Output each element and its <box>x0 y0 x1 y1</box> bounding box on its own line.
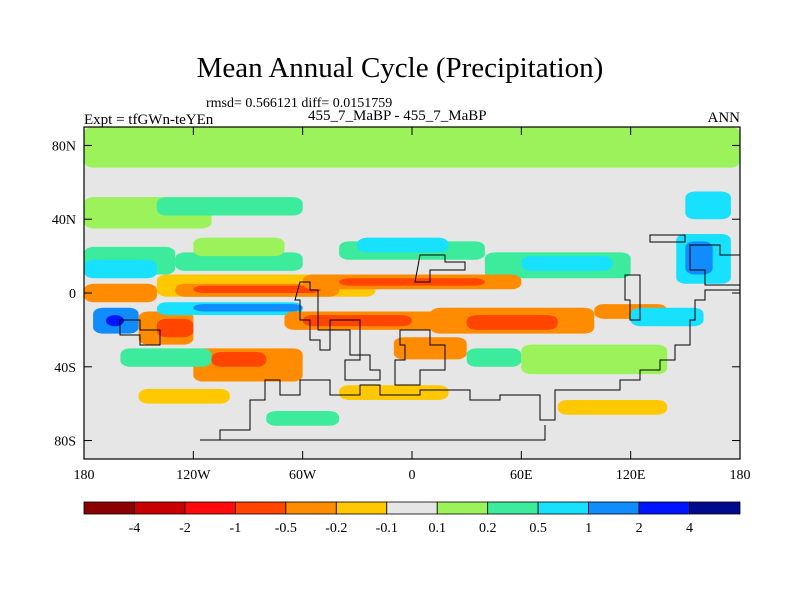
colorbar-swatch <box>689 501 741 515</box>
field-region-34 <box>120 348 212 367</box>
field-region-27 <box>302 315 412 327</box>
y-axis: 80N 40N 0 40S 80S <box>52 139 740 450</box>
field-region-19 <box>84 283 157 303</box>
field-region-18 <box>339 278 485 286</box>
colorbar-label: -1 <box>230 521 242 536</box>
y-tick-label: 40S <box>54 361 76 376</box>
colorbar-swatch <box>234 501 287 515</box>
field-region-39 <box>339 385 449 400</box>
x-tick-label: 60W <box>289 468 317 483</box>
field-region-8 <box>357 237 449 253</box>
field-region-31 <box>630 307 704 327</box>
coastline-overlay <box>119 234 741 441</box>
colorbar-swatch <box>285 501 337 515</box>
colorbar-label: 0.1 <box>428 521 446 536</box>
y-tick-label: 80S <box>54 435 76 450</box>
colorbar-swatch <box>335 501 388 515</box>
colorbar-label: -0.2 <box>325 521 347 536</box>
colorbar-label: -0.5 <box>275 521 297 536</box>
field-region-29 <box>466 315 558 330</box>
precipitation-field <box>84 127 740 459</box>
colorbar-label: 1 <box>585 521 592 536</box>
colorbar-swatch <box>134 501 186 515</box>
colorbar-label: -2 <box>179 521 191 536</box>
field-region-16 <box>193 285 321 293</box>
colorbar-swatch <box>436 501 489 515</box>
field-region-13 <box>685 191 731 220</box>
field-region-35 <box>393 337 467 360</box>
colorbar-swatch <box>638 501 690 515</box>
field-region-21 <box>105 315 125 327</box>
colorbar-label: 2 <box>636 521 643 536</box>
colorbar-label: 0.2 <box>479 521 497 536</box>
field-region-40 <box>557 399 668 415</box>
field-region-41 <box>266 411 340 426</box>
colorbar-swatch <box>537 501 590 515</box>
stats-line: rmsd= 0.566121 diff= 0.0151759 <box>206 96 393 111</box>
comparison-label: 455_7_MaBP - 455_7_MaBP <box>308 108 487 124</box>
x-tick-label: 180 <box>730 468 751 483</box>
field-region-4 <box>84 259 157 279</box>
chart-title: Mean Annual Cycle (Precipitation) <box>196 52 604 84</box>
colorbar-label: -0.1 <box>376 521 398 536</box>
colorbar-swatch <box>487 501 539 515</box>
y-tick-label: 0 <box>69 287 76 302</box>
x-tick-label: 60E <box>510 468 533 483</box>
y-tick-label: 80N <box>52 139 76 154</box>
colorbar-label: 0.5 <box>529 521 547 536</box>
field-region-36 <box>466 348 522 367</box>
colorbar-swatch <box>184 501 236 515</box>
colorbar-swatch <box>386 501 438 515</box>
field-region-6 <box>193 237 285 257</box>
field-region-12 <box>685 241 713 275</box>
x-tick-label: 120E <box>616 468 646 483</box>
field-region-25 <box>193 304 303 312</box>
x-tick-label: 120W <box>176 468 211 483</box>
field-region-5 <box>175 252 303 271</box>
field-region-38 <box>138 388 230 404</box>
field-region-2 <box>156 197 303 216</box>
colorbar-label: -4 <box>129 521 141 536</box>
colorbar-swatch <box>588 501 640 515</box>
field-region-23 <box>156 318 194 338</box>
colorbar-label: 4 <box>686 521 693 536</box>
season-label: ANN <box>707 110 741 126</box>
x-axis: 180 120W 60W 0 60E 120E 180 <box>74 127 751 483</box>
experiment-label: Expt = tfGWn-teYEn <box>84 112 214 128</box>
field-region-37 <box>521 344 668 375</box>
field-region-33 <box>211 352 267 367</box>
colorbar: -4 -2 -1 -0.5 -0.2 -0.1 0.1 0.2 0.5 1 2 4 <box>83 501 741 536</box>
y-tick-label: 40N <box>52 213 76 228</box>
field-region-10 <box>521 256 613 271</box>
colorbar-swatch <box>83 501 135 515</box>
field-region-0 <box>84 127 740 168</box>
x-tick-label: 0 <box>409 468 416 483</box>
x-tick-label: 180 <box>74 468 95 483</box>
